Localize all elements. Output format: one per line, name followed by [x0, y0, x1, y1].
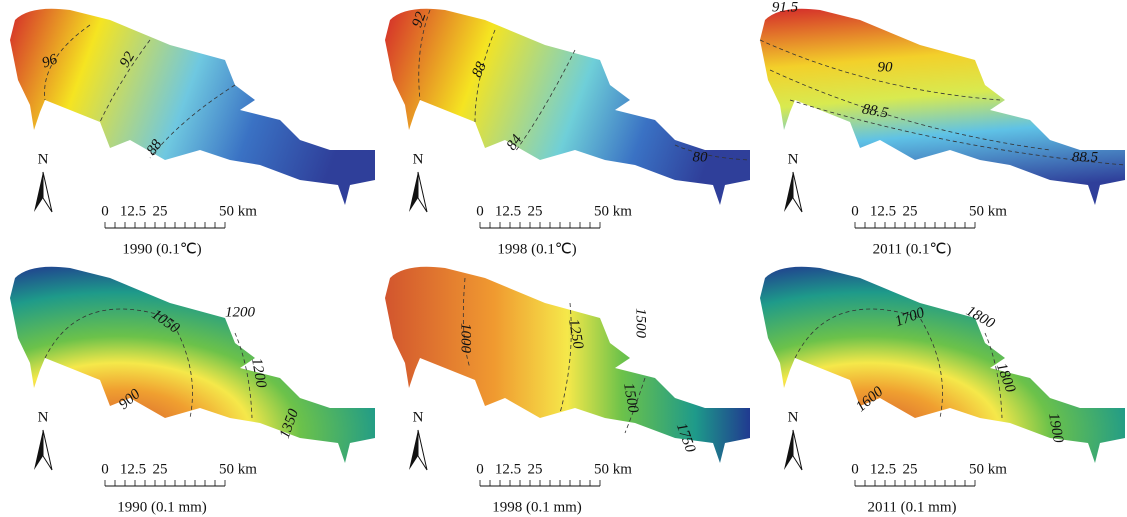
scale-label: 25 — [153, 461, 168, 477]
scale-label: 12.5 — [120, 203, 146, 219]
north-label: N — [38, 409, 49, 425]
scale-label: 0 — [101, 461, 109, 477]
scale-label: 50 km — [969, 203, 1007, 219]
contour-line — [474, 29, 496, 123]
north-arrow — [34, 172, 43, 212]
caption: 2011 (0.1℃) — [873, 241, 952, 257]
contour-line — [418, 9, 431, 101]
contour-label: 96 — [40, 51, 60, 71]
north-label: N — [38, 151, 49, 167]
contour-line — [674, 144, 751, 161]
caption: 1998 (0.1 mm) — [492, 499, 582, 515]
map-panel: 91.5 90 88.5 88.5 N 0 12.5 25 50 km 2011 (0.1℃) — [759, 0, 1126, 257]
north-arrow — [417, 171, 428, 213]
contour-line — [514, 49, 576, 153]
scale-label: 50 km — [594, 203, 632, 219]
scale-label: 0 — [476, 203, 484, 219]
lake-shape — [760, 266, 1125, 463]
caption: 1998 (0.1℃) — [497, 241, 576, 257]
contour-line — [462, 277, 471, 369]
north-label: N — [788, 151, 799, 167]
contour-line — [984, 332, 1003, 419]
scale-label: 0 — [476, 461, 484, 477]
scale-label: 12.5 — [495, 203, 521, 219]
caption: 2011 (0.1 mm) — [867, 499, 956, 515]
contour-line — [559, 302, 572, 414]
contour-label: 80 — [693, 149, 709, 165]
contour-label: 88.5 — [1072, 149, 1099, 165]
scale-label: 12.5 — [120, 461, 146, 477]
contour-label: 92 — [409, 10, 429, 30]
contour-label: 1250 — [565, 318, 586, 351]
north-arrow — [409, 172, 418, 212]
scale-label: 0 — [851, 461, 859, 477]
contour-line — [759, 39, 1001, 101]
scale-label: 25 — [528, 461, 543, 477]
contour-label: 88 — [469, 59, 490, 80]
contour-label: 1500 — [620, 382, 641, 415]
contour-label: 1200 — [225, 304, 256, 320]
contour-label: 88.5 — [861, 101, 890, 121]
scale-label: 25 — [903, 461, 918, 477]
north-label: N — [788, 409, 799, 425]
north-arrow — [792, 429, 803, 471]
caption: 1990 (0.1 mm) — [117, 499, 207, 515]
north-arrow — [34, 430, 43, 470]
contour-label: 1900 — [1045, 412, 1066, 445]
scale-label: 25 — [153, 203, 168, 219]
scale-label: 12.5 — [870, 461, 896, 477]
contour-line — [99, 39, 151, 123]
north-arrow — [409, 430, 418, 470]
scale-label: 50 km — [594, 461, 632, 477]
caption: 1990 (0.1℃) — [122, 241, 201, 257]
north-label: N — [413, 151, 424, 167]
scale-label: 50 km — [219, 203, 257, 219]
lake-shape — [10, 266, 375, 463]
contour-label: 1000 — [458, 323, 474, 354]
north-arrow — [42, 429, 53, 471]
contour-line — [44, 24, 91, 101]
contour-line — [769, 69, 1051, 151]
scale-label: 0 — [101, 203, 109, 219]
contour-line — [149, 84, 236, 159]
north-arrow — [784, 172, 793, 212]
north-label: N — [413, 409, 424, 425]
scale-label: 12.5 — [495, 461, 521, 477]
lake-shape — [10, 8, 375, 205]
contour-label: 90 — [878, 59, 894, 75]
scale-label: 50 km — [219, 461, 257, 477]
lake-shape — [385, 8, 750, 205]
scale-label: 0 — [851, 203, 859, 219]
contour-line — [624, 377, 646, 434]
contour-line — [789, 99, 1126, 166]
scale-label: 50 km — [969, 461, 1007, 477]
contour-label: 91.5 — [772, 0, 799, 15]
scale-label: 25 — [528, 203, 543, 219]
north-arrow — [784, 430, 793, 470]
north-arrow — [42, 171, 53, 213]
contour-label: 1500 — [633, 308, 649, 339]
contour-label: 1200 — [248, 357, 269, 390]
north-arrow — [417, 429, 428, 471]
scale-label: 12.5 — [870, 203, 896, 219]
lake-shape — [385, 266, 750, 463]
lake-shape — [760, 8, 1125, 205]
north-arrow — [792, 171, 803, 213]
contour-line — [234, 332, 253, 419]
scale-label: 25 — [903, 203, 918, 219]
